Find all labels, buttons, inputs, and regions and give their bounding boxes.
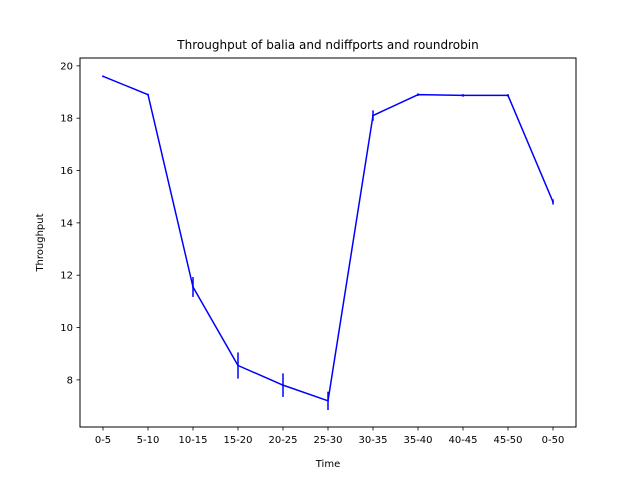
data-point-5 (327, 399, 329, 402)
x-tick-label-3: 15-20 (223, 435, 252, 446)
x-tick-label-9: 45-50 (493, 435, 522, 446)
x-axis: 0-5 5-10 10-15 15-20 20-25 25-30 30-35 35-40 40-… (95, 427, 565, 446)
data-point-6 (372, 114, 374, 117)
y-axis: 8 10 12 14 16 18 20 (60, 61, 80, 386)
data-point-10 (552, 201, 554, 203)
x-tick-label-6: 30-35 (358, 435, 387, 446)
data-point-3 (237, 364, 239, 367)
x-tick-label-7: 35-40 (403, 435, 432, 446)
data-point-4 (282, 384, 284, 387)
y-tick-label-0: 8 (67, 375, 73, 386)
y-tick-label-6: 20 (60, 61, 73, 72)
x-axis-title: Time (315, 459, 340, 470)
data-point-7 (417, 93, 419, 96)
x-tick-label-10: 0-50 (542, 435, 565, 446)
x-tick-label-8: 40-45 (448, 435, 477, 446)
plot-frame (79, 57, 577, 428)
x-tick-label-0: 0-5 (95, 435, 111, 446)
data-point-2 (192, 286, 194, 288)
x-tick-label-4: 20-25 (268, 435, 297, 446)
y-tick-label-3: 14 (60, 218, 73, 229)
y-tick-label-4: 16 (60, 166, 73, 177)
y-axis-title: Throughput (35, 213, 46, 272)
y-tick-label-5: 18 (60, 114, 73, 125)
x-tick-label-5: 25-30 (313, 435, 342, 446)
data-point-1 (147, 93, 149, 96)
series-marks (102, 75, 554, 410)
x-tick-label-2: 10-15 (178, 435, 207, 446)
plot-area (80, 58, 576, 427)
data-point-8 (462, 94, 464, 97)
data-point-9 (507, 94, 509, 97)
y-tick-label-1: 10 (60, 323, 73, 334)
data-point-0 (102, 75, 104, 78)
chart-title: Throughput of balia and ndiffports and r… (176, 38, 478, 52)
x-tick-label-1: 5-10 (137, 435, 160, 446)
y-tick-label-2: 12 (60, 271, 73, 282)
